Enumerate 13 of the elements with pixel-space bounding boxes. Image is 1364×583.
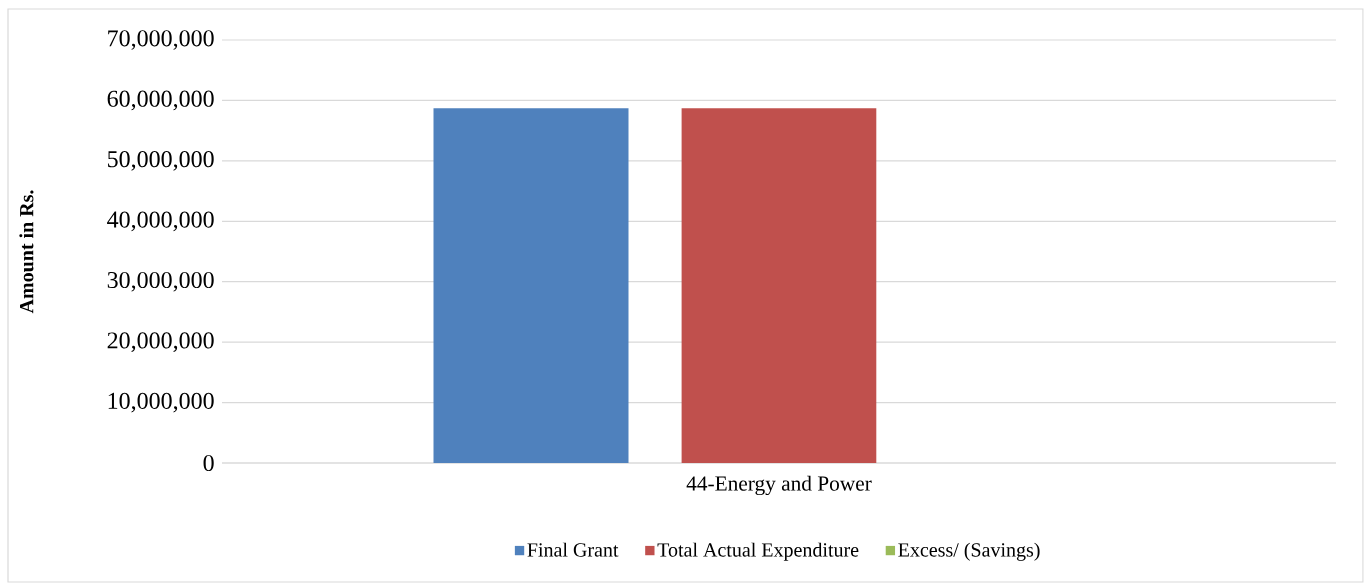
- y-tick-label: 0: [203, 454, 214, 472]
- x-tick-label: 44-Energy and Power: [686, 475, 872, 496]
- y-tick-label: 50,000,000: [108, 151, 214, 171]
- y-tick-label: 20,000,000: [107, 332, 214, 352]
- y-tick-label: 60,000,000: [107, 90, 214, 111]
- y-tick-label: 30,000,000: [107, 271, 214, 292]
- y-axis-title: Amount in Rs.: [19, 190, 34, 314]
- y-tick-label: 70,000,000: [108, 30, 214, 50]
- legend-label: Excess/ (Savings): [898, 542, 1040, 561]
- legend-label: Total Actual Expenditure: [657, 542, 859, 561]
- legend-label: Final Grant: [527, 542, 619, 557]
- y-tick-label: 10,000,000: [108, 392, 214, 413]
- y-tick-label: 40,000,000: [107, 211, 214, 232]
